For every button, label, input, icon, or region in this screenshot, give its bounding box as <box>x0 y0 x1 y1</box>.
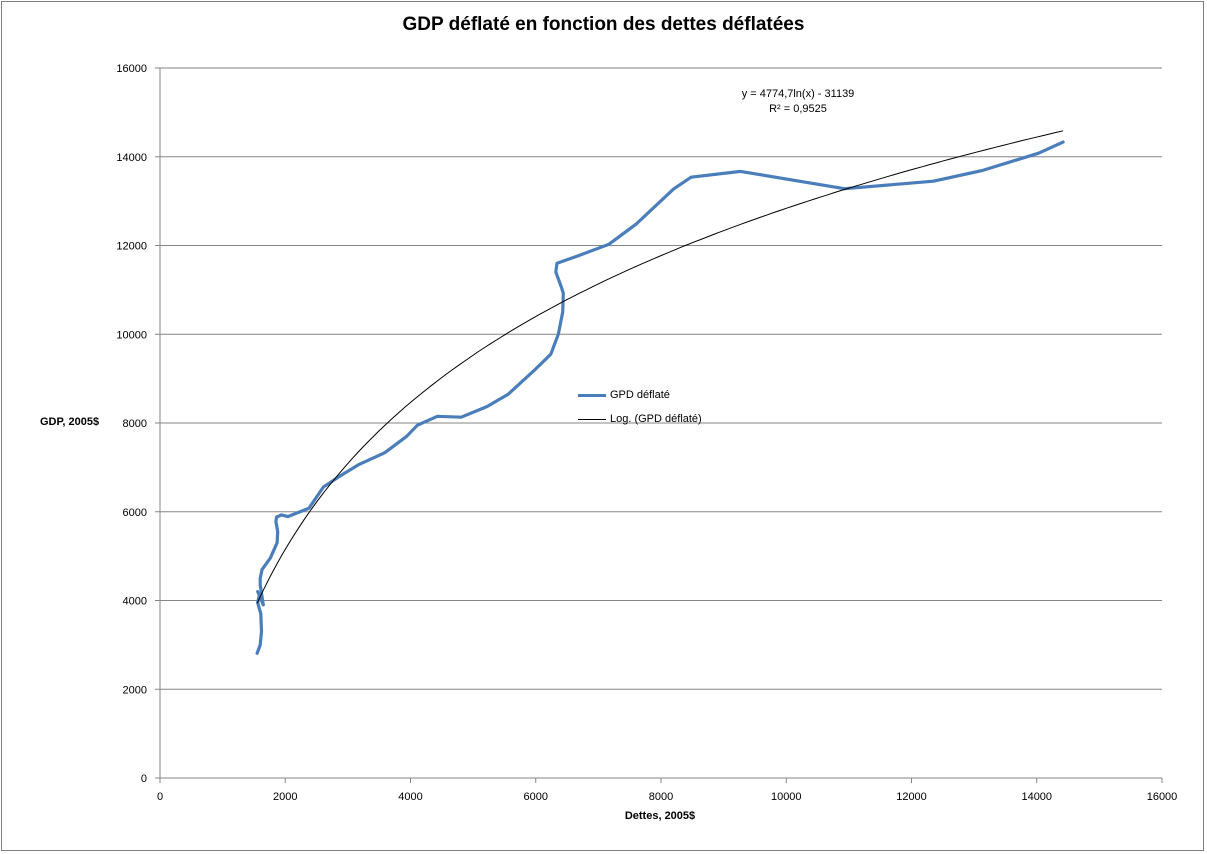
x-tick-label: 8000 <box>649 791 673 803</box>
x-tick-label: 4000 <box>398 791 422 803</box>
trendline-r2: R² = 0,9525 <box>769 103 827 115</box>
y-tick-label: 6000 <box>123 507 147 519</box>
trendline-equation: y = 4774,7ln(x) - 31139 <box>741 88 855 100</box>
y-tick-label: 10000 <box>116 329 147 341</box>
y-tick-label: 4000 <box>123 596 147 608</box>
x-tick-label: 6000 <box>524 791 548 803</box>
x-axis-label: Dettes, 2005$ <box>624 810 696 822</box>
trendline-equation-box: y = 4774,7ln(x) - 31139 R² = 0,9525 <box>680 87 916 117</box>
y-axis-label: GDP, 2005$ <box>40 416 100 428</box>
y-tick-label: 0 <box>141 773 147 785</box>
legend-label-data: GPD déflaté <box>610 389 670 401</box>
x-tick-label: 0 <box>157 791 163 803</box>
y-tick-label: 8000 <box>123 418 147 430</box>
x-tick-label: 16000 <box>1147 791 1178 803</box>
x-tick-label: 10000 <box>771 791 802 803</box>
y-tick-label: 2000 <box>123 684 147 696</box>
series-line-gdp <box>255 140 1065 655</box>
x-tick-label: 2000 <box>273 791 297 803</box>
chart-title: GDP déflaté en fonction des dettes défla… <box>402 14 805 35</box>
legend-swatch-trend <box>578 419 606 420</box>
legend-label-trend: Log. (GPD déflaté) <box>610 413 702 425</box>
y-tick-label: 16000 <box>116 63 147 75</box>
y-tick-label: 12000 <box>116 241 147 253</box>
x-tick-label: 12000 <box>896 791 927 803</box>
trendline-log <box>256 130 1064 604</box>
legend-swatch-data <box>578 394 606 397</box>
x-tick-label: 14000 <box>1021 791 1052 803</box>
y-tick-label: 14000 <box>116 152 147 164</box>
